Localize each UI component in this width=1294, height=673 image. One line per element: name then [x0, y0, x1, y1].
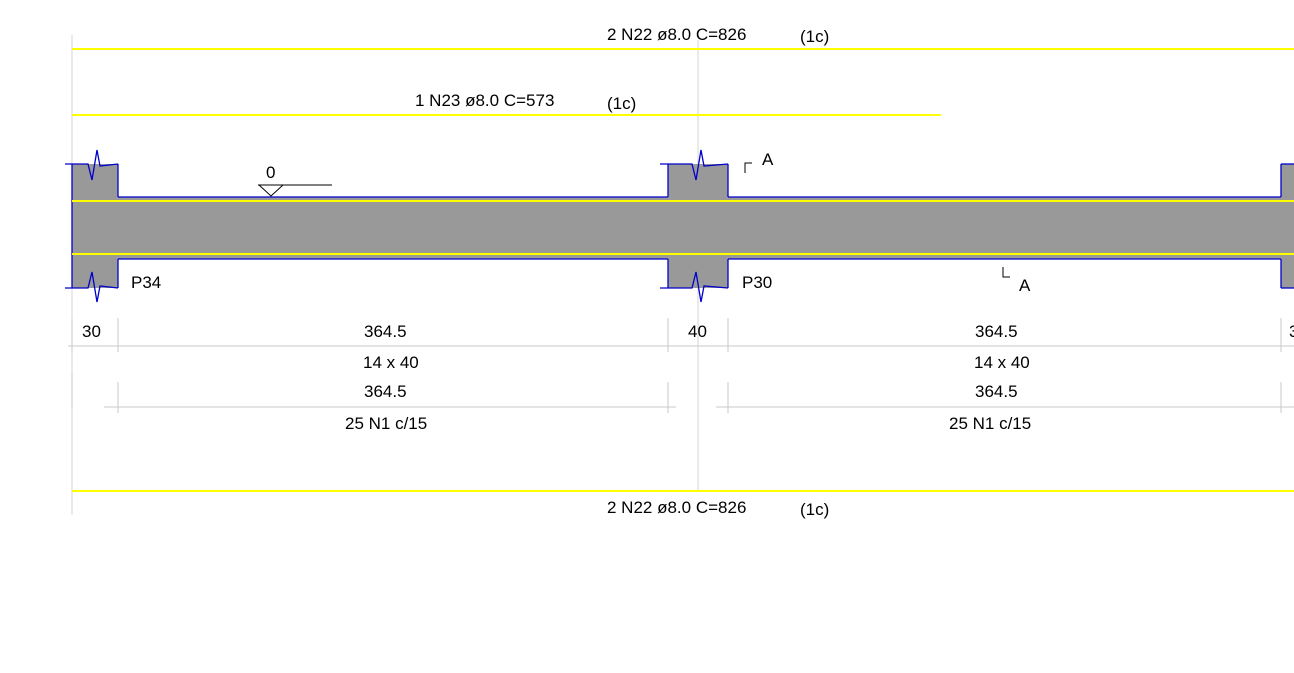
bottom-long-rebar-layer: (1c): [800, 500, 829, 519]
section-cut-marks: [744, 162, 1010, 278]
bottom-long-rebar-label: 2 N22 ø8.0 C=826: [607, 498, 746, 517]
pillar-p34-bottom: [72, 258, 118, 288]
concrete-outline: [65, 149, 1294, 303]
dim-middle-support: 40: [688, 322, 707, 341]
section-cut-label-top: A: [762, 150, 774, 169]
dim-left-support: 30: [82, 322, 101, 341]
top-long-rebar-label: 2 N22 ø8.0 C=826: [607, 25, 746, 44]
dimension-line-2: [71, 372, 1294, 413]
pillar-right-bottom: [1281, 258, 1294, 288]
level-value: 0: [266, 163, 275, 182]
dim-span-1: 364.5: [364, 322, 407, 341]
pillar-label-p34: P34: [131, 273, 161, 292]
stirrup-span-1: 364.5: [364, 382, 407, 401]
pillar-p34-top: [72, 164, 118, 198]
dimension-line-1: [68, 318, 1294, 352]
beam-concrete: [72, 197, 1294, 259]
section-size-1: 14 x 40: [363, 353, 419, 372]
section-cut-label-bottom: A: [1019, 276, 1031, 295]
section-size-2: 14 x 40: [974, 353, 1030, 372]
top-long-rebar-layer: (1c): [800, 27, 829, 46]
stirrup-spec-2: 25 N1 c/15: [949, 414, 1031, 433]
stirrup-span-2: 364.5: [975, 382, 1018, 401]
dim-span-2: 364.5: [975, 322, 1018, 341]
dim-right-support: 3: [1289, 322, 1294, 341]
level-marker: 0: [257, 163, 332, 197]
stirrup-spec-1: 25 N1 c/15: [345, 414, 427, 433]
pillar-label-p30: P30: [742, 273, 772, 292]
pillar-right-top: [1281, 164, 1294, 198]
top-short-rebar-label: 1 N23 ø8.0 C=573: [415, 91, 554, 110]
top-short-rebar-layer: (1c): [607, 94, 636, 113]
